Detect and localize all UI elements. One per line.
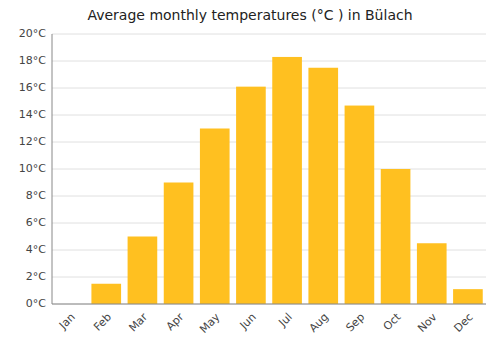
x-axis-line (52, 304, 486, 305)
x-tick-label: Nov (415, 310, 440, 335)
y-tick-label: 16°C (19, 81, 46, 94)
y-tick-label: 6°C (26, 216, 46, 229)
x-tick-label: May (197, 310, 223, 336)
x-tick-label: Jul (276, 311, 295, 330)
y-axis: 0°C 2°C 4°C 6°C 8°C 10°C 12°C 14°C 16°C 18°C 20°C (19, 27, 52, 310)
bar (453, 289, 483, 304)
y-tick-label: 20°C (19, 27, 46, 40)
x-tick-label: Feb (91, 311, 114, 334)
bar (272, 57, 302, 304)
title: Average monthly temperatures (°C ) in Bü… (87, 7, 412, 23)
y-axis-line (52, 34, 53, 304)
bar (308, 68, 338, 304)
y-tick-label: 4°C (26, 243, 46, 256)
grid-line (52, 196, 486, 197)
bar (164, 183, 194, 305)
y-tick-label: 10°C (19, 162, 46, 175)
bar (128, 237, 158, 305)
x-tick-label: Sep (343, 311, 367, 335)
bar (236, 87, 266, 304)
bar (91, 284, 121, 304)
x-tick-label: Jun (237, 311, 259, 333)
y-tick-label: 18°C (19, 54, 46, 67)
x-tick-label: Oct (381, 310, 404, 333)
bars (91, 57, 482, 304)
y-tick-label: 2°C (26, 270, 46, 283)
bar (417, 243, 447, 304)
y-tick-label: 8°C (26, 189, 46, 202)
x-tick-label: Aug (307, 311, 331, 335)
y-tick-label: 0°C (26, 297, 46, 310)
grid-line (52, 304, 486, 305)
grid-line (52, 115, 486, 116)
x-tick-label: Dec (451, 311, 475, 335)
chart-svg: 0°C 2°C 4°C 6°C 8°C 10°C 12°C 14°C 16°C 18°C 20°C J… (0, 0, 500, 350)
y-tick-label: 14°C (19, 108, 46, 121)
x-tick-label: Jan (56, 311, 78, 333)
grid-line (52, 142, 486, 143)
grid (52, 34, 486, 304)
x-axis: Jan Feb Mar Apr May Jun Jul Aug Sep Oct Nov Dec (52, 304, 486, 336)
y-tick-label: 12°C (19, 135, 46, 148)
chart-container: 0°C 2°C 4°C 6°C 8°C 10°C 12°C 14°C 16°C 18°C 20°C J… (0, 0, 500, 350)
bar (381, 169, 411, 304)
grid-line (52, 223, 486, 224)
grid-line (52, 61, 486, 62)
x-tick-label: Apr (164, 310, 187, 333)
grid-line (52, 169, 486, 170)
grid-line (52, 34, 486, 35)
x-tick-label: Mar (126, 310, 150, 334)
bar (345, 106, 375, 304)
bar (200, 129, 230, 305)
grid-line (52, 88, 486, 89)
